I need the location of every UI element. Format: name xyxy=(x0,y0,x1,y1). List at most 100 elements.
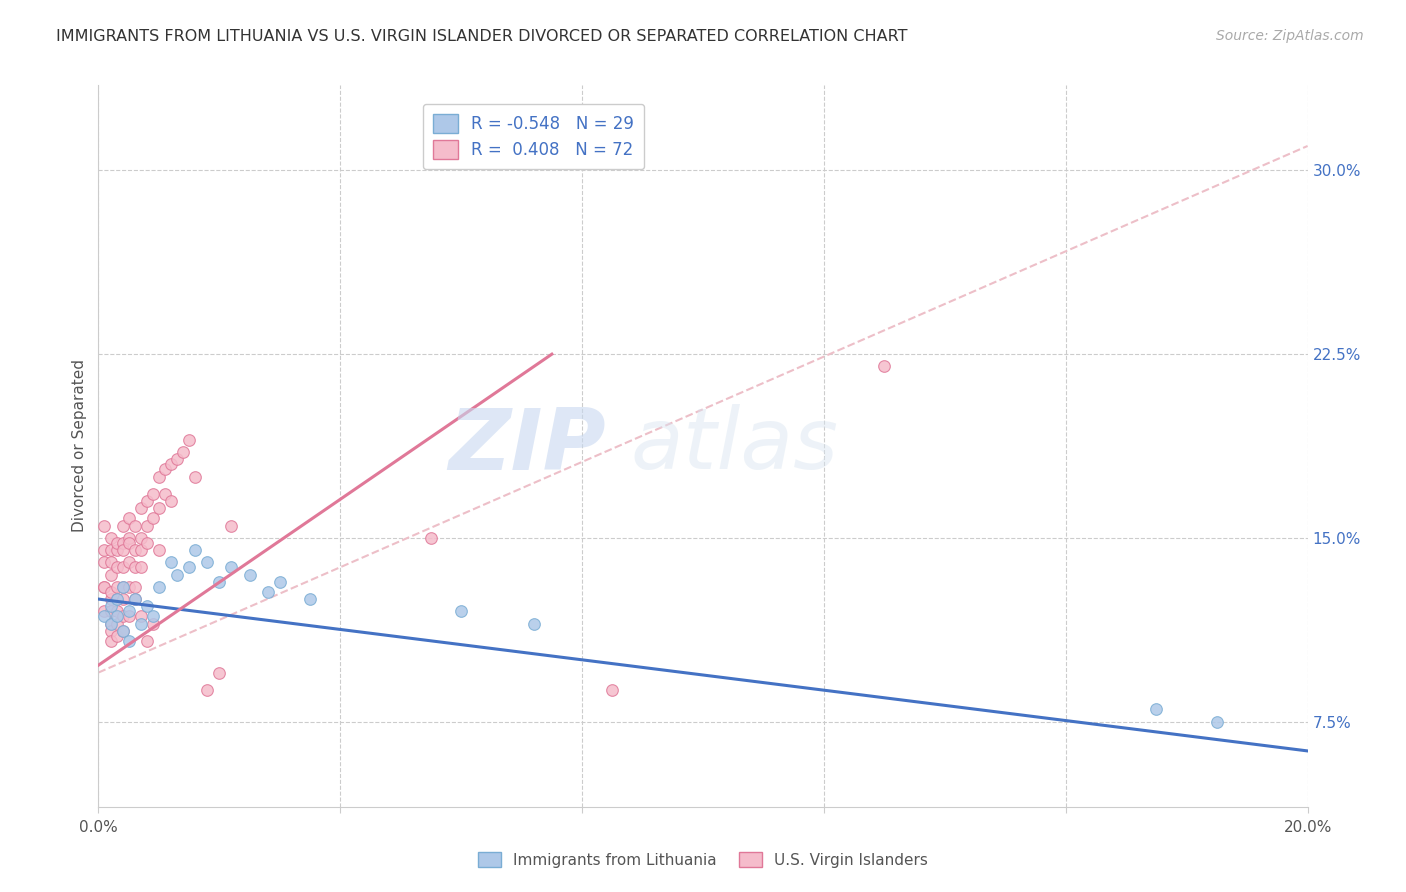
Point xyxy=(129,531,152,545)
Point xyxy=(105,535,128,549)
Point xyxy=(100,543,122,558)
Point xyxy=(100,555,122,569)
Point xyxy=(135,599,157,614)
Point xyxy=(93,580,115,594)
Point xyxy=(93,609,115,624)
Point xyxy=(118,531,141,545)
Point xyxy=(256,584,278,599)
Point xyxy=(118,511,141,525)
Point xyxy=(166,452,188,467)
Point xyxy=(118,535,141,549)
Point xyxy=(118,604,141,618)
Point xyxy=(118,580,141,594)
Point xyxy=(100,624,122,638)
Point xyxy=(124,518,146,533)
Point xyxy=(111,535,134,549)
Point xyxy=(142,511,165,525)
Point xyxy=(111,609,134,624)
Point xyxy=(153,487,176,501)
Point xyxy=(148,469,170,483)
Point xyxy=(111,624,134,638)
Point xyxy=(208,574,231,589)
Point xyxy=(142,616,165,631)
Point xyxy=(124,592,146,607)
Point xyxy=(118,555,141,569)
Text: IMMIGRANTS FROM LITHUANIA VS U.S. VIRGIN ISLANDER DIVORCED OR SEPARATED CORRELAT: IMMIGRANTS FROM LITHUANIA VS U.S. VIRGIN… xyxy=(56,29,908,44)
Point xyxy=(873,359,896,374)
Point xyxy=(184,543,207,558)
Point xyxy=(111,543,134,558)
Point xyxy=(105,580,128,594)
Point xyxy=(160,458,183,472)
Point xyxy=(239,567,262,582)
Point xyxy=(129,609,152,624)
Point xyxy=(172,445,194,459)
Point xyxy=(450,604,472,618)
Text: ZIP: ZIP xyxy=(449,404,606,488)
Point xyxy=(111,592,134,607)
Point xyxy=(100,633,122,648)
Point xyxy=(93,580,115,594)
Point xyxy=(184,469,207,483)
Point xyxy=(299,592,322,607)
Point xyxy=(148,580,170,594)
Point xyxy=(100,567,122,582)
Point xyxy=(93,543,115,558)
Point xyxy=(93,555,115,569)
Point xyxy=(135,633,157,648)
Point xyxy=(221,518,243,533)
Point xyxy=(1206,714,1229,729)
Point xyxy=(118,633,141,648)
Point xyxy=(148,501,170,516)
Point xyxy=(129,501,152,516)
Point xyxy=(135,535,157,549)
Point xyxy=(93,604,115,618)
Point xyxy=(100,584,122,599)
Point xyxy=(129,616,152,631)
Y-axis label: Divorced or Separated: Divorced or Separated xyxy=(72,359,87,533)
Point xyxy=(111,580,134,594)
Point xyxy=(124,580,146,594)
Point xyxy=(142,487,165,501)
Point xyxy=(100,592,122,607)
Point xyxy=(100,616,122,631)
Point xyxy=(105,604,128,618)
Point xyxy=(208,665,231,680)
Text: Source: ZipAtlas.com: Source: ZipAtlas.com xyxy=(1216,29,1364,43)
Point xyxy=(111,518,134,533)
Legend: R = -0.548   N = 29, R =  0.408   N = 72: R = -0.548 N = 29, R = 0.408 N = 72 xyxy=(423,103,644,169)
Point xyxy=(105,629,128,643)
Point xyxy=(153,462,176,476)
Point xyxy=(124,543,146,558)
Legend: Immigrants from Lithuania, U.S. Virgin Islanders: Immigrants from Lithuania, U.S. Virgin I… xyxy=(471,846,935,873)
Point xyxy=(523,616,546,631)
Point xyxy=(105,609,128,624)
Point xyxy=(105,560,128,574)
Point xyxy=(118,609,141,624)
Point xyxy=(269,574,291,589)
Point xyxy=(195,555,218,569)
Point xyxy=(195,682,218,697)
Point xyxy=(111,580,134,594)
Point xyxy=(100,616,122,631)
Point xyxy=(105,592,128,607)
Point xyxy=(166,567,188,582)
Point xyxy=(179,433,201,447)
Point xyxy=(111,624,134,638)
Point xyxy=(420,531,443,545)
Text: atlas: atlas xyxy=(630,404,838,488)
Point xyxy=(129,543,152,558)
Point xyxy=(105,592,128,607)
Point xyxy=(142,609,165,624)
Point xyxy=(105,543,128,558)
Point xyxy=(93,518,115,533)
Point xyxy=(111,560,134,574)
Point xyxy=(124,592,146,607)
Point xyxy=(602,682,624,697)
Point xyxy=(179,560,201,574)
Point xyxy=(100,604,122,618)
Point xyxy=(1144,702,1167,716)
Point xyxy=(135,518,157,533)
Point xyxy=(124,560,146,574)
Point xyxy=(105,616,128,631)
